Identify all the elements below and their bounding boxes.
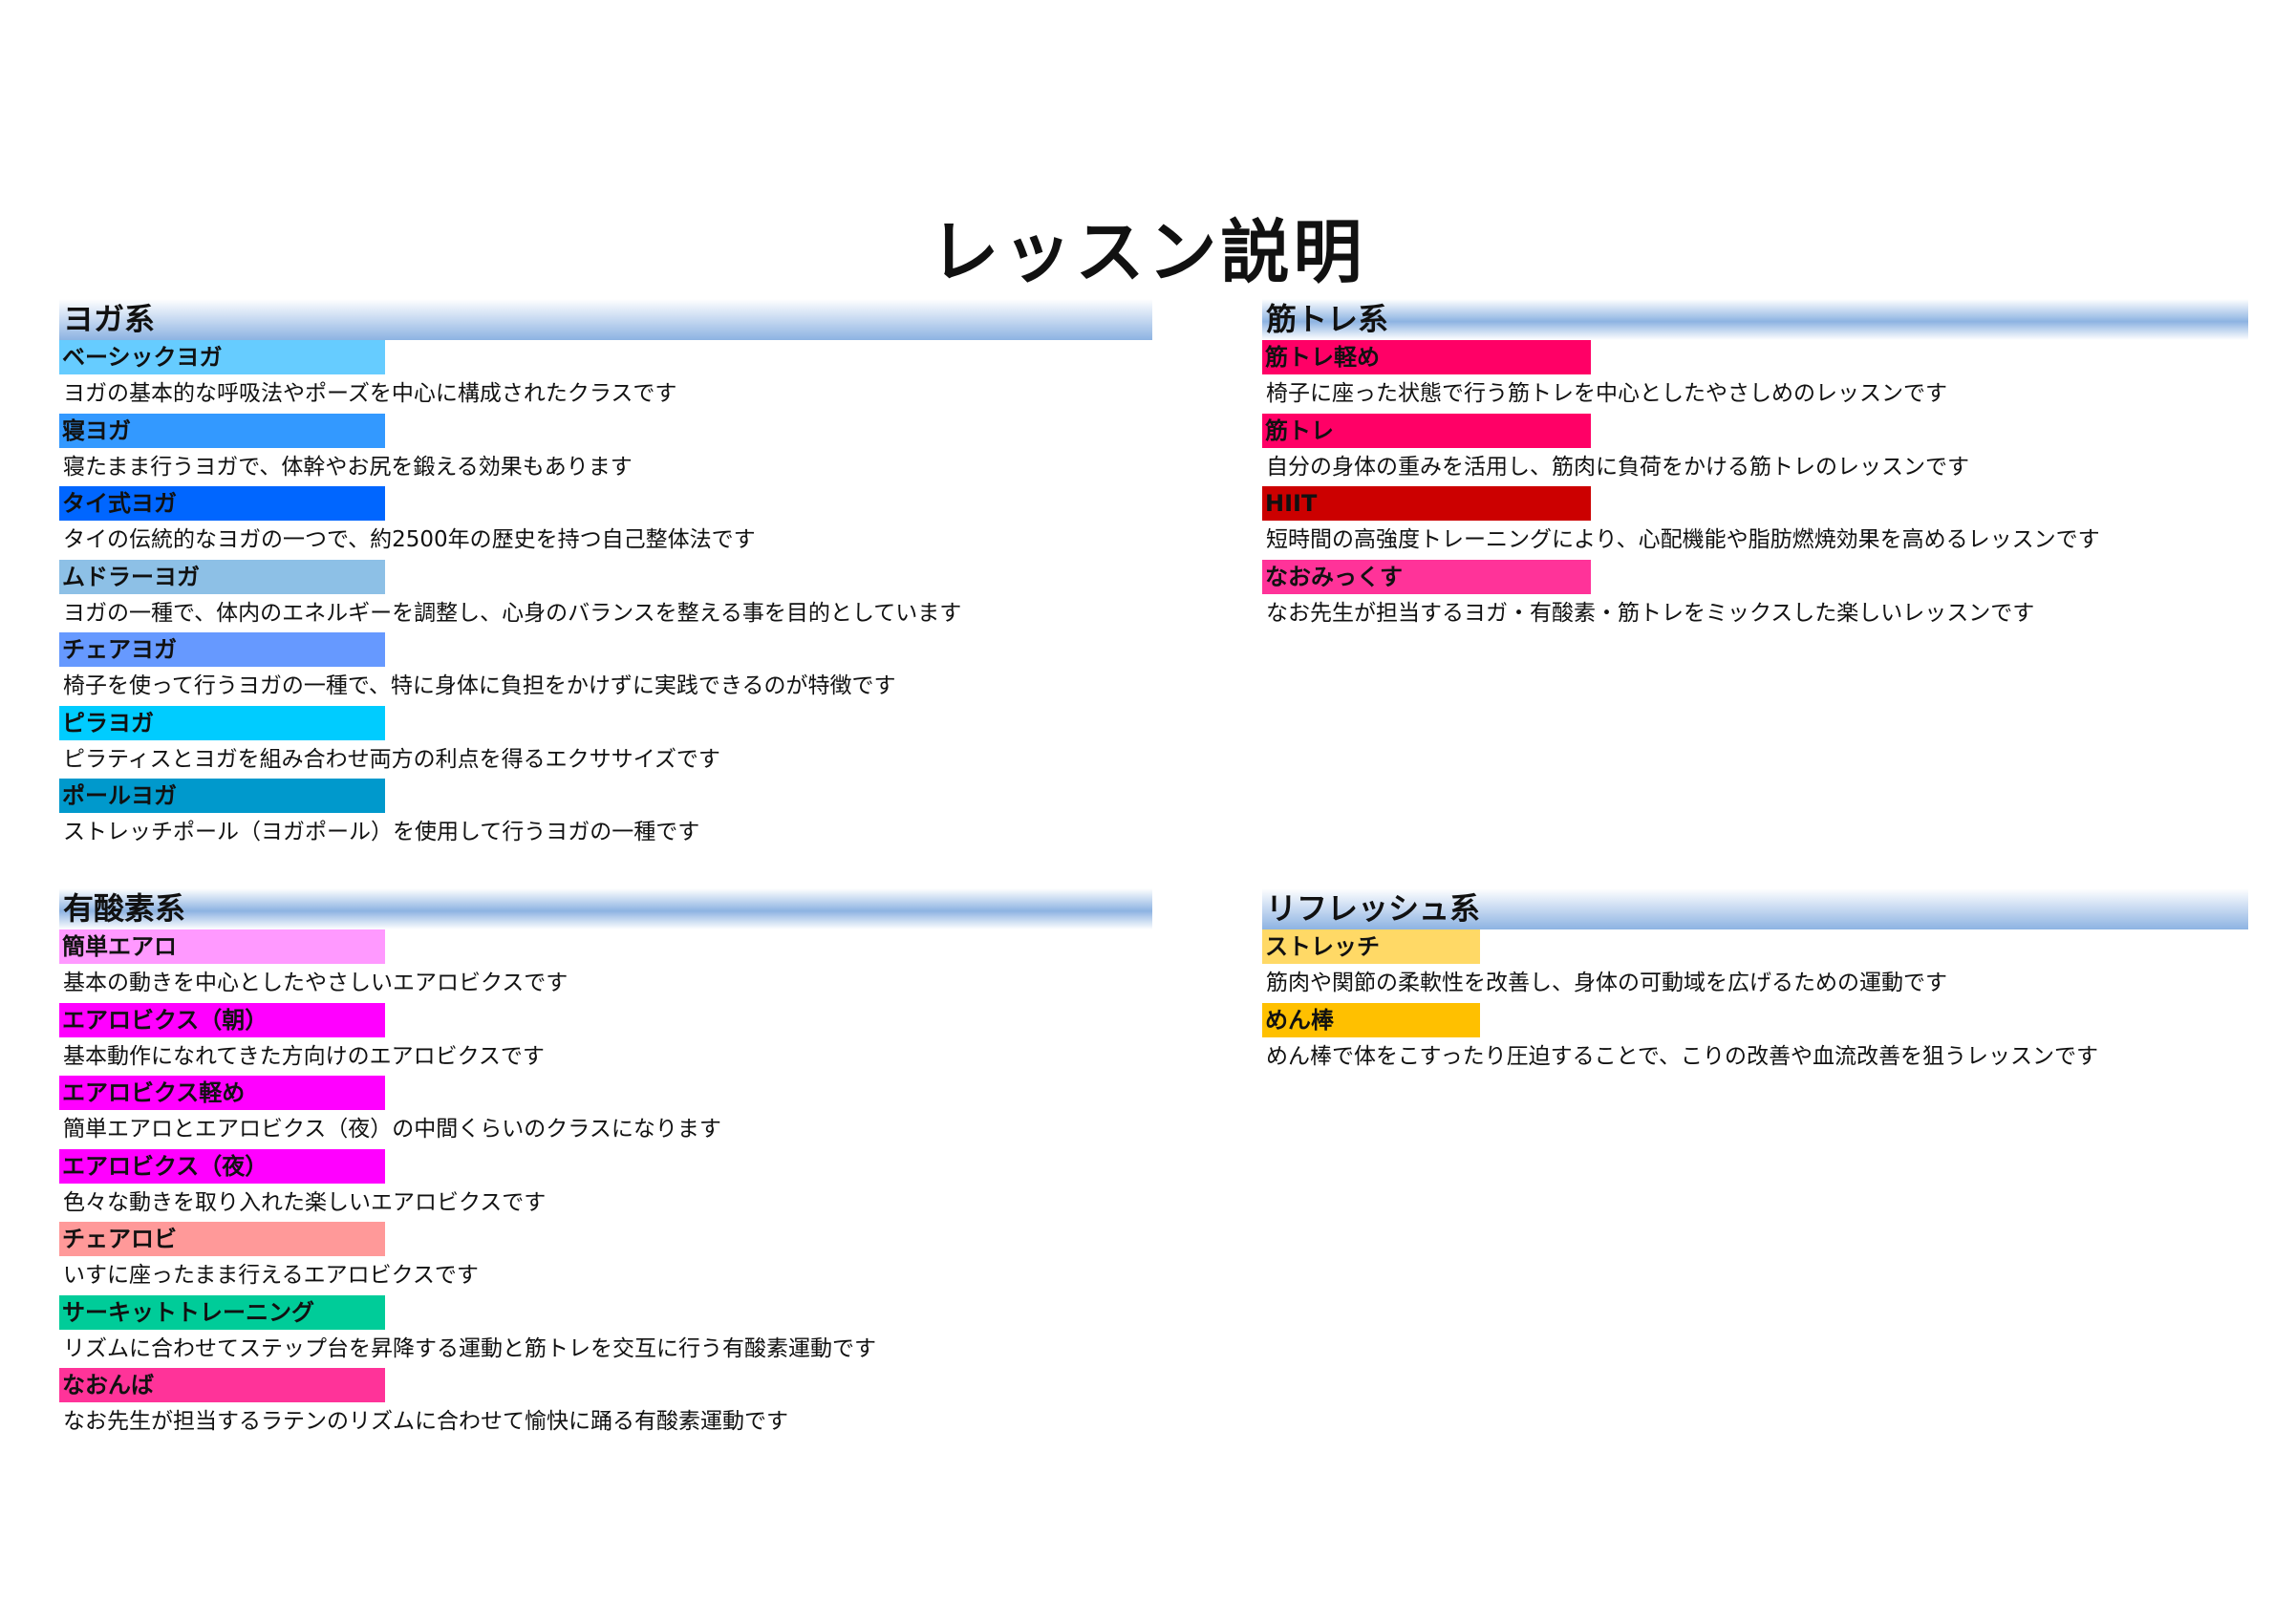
lesson-label: エアロビクス軽め bbox=[59, 1076, 385, 1110]
lesson-item: ピラヨガ ピラティスとヨガを組み合わせ両方の利点を得るエクササイズです bbox=[59, 705, 1152, 779]
lesson-description: 基本動作になれてきた方向けのエアロビクスです bbox=[63, 1043, 545, 1069]
lesson-description: 椅子に座った状態で行う筋トレを中心としたやさしめのレッスンです bbox=[1266, 381, 1947, 406]
lesson-description: リズムに合わせてステップ台を昇降する運動と筋トレを交互に行う有酸素運動です bbox=[63, 1335, 876, 1361]
lesson-label: チェアロビ bbox=[59, 1222, 385, 1256]
section-aerobic: 有酸素系 簡単エアロ 基本の動きを中心としたやさしいエアロビクスです エアロビク… bbox=[59, 888, 1152, 1441]
section-header: リフレッシュ系 bbox=[1262, 888, 2248, 929]
lesson-label: ポールヨガ bbox=[59, 779, 385, 813]
lesson-item: ベーシックヨガ ヨガの基本的な呼吸法やポーズを中心に構成されたクラスです bbox=[59, 340, 1152, 414]
lesson-label: タイ式ヨガ bbox=[59, 486, 385, 521]
lesson-item: なおんば なお先生が担当するラテンのリズムに合わせて愉快に踊る有酸素運動です bbox=[59, 1368, 1152, 1441]
lesson-description: 色々な動きを取り入れた楽しいエアロビクスです bbox=[63, 1189, 547, 1215]
section-muscle: 筋トレ系 筋トレ軽め 椅子に座った状態で行う筋トレを中心としたやさしめのレッスン… bbox=[1262, 299, 2248, 632]
lesson-description: 基本の動きを中心としたやさしいエアロビクスです bbox=[63, 971, 569, 995]
lesson-item: 簡単エアロ 基本の動きを中心としたやさしいエアロビクスです bbox=[59, 929, 1152, 1003]
lesson-item: 筋トレ軽め 椅子に座った状態で行う筋トレを中心としたやさしめのレッスンです bbox=[1262, 340, 2248, 414]
lesson-label: なおんば bbox=[59, 1368, 385, 1402]
lesson-label: サーキットトレーニング bbox=[59, 1294, 385, 1330]
lesson-item: サーキットトレーニング リズムに合わせてステップ台を昇降する運動と筋トレを交互に… bbox=[59, 1294, 1152, 1369]
lesson-label: ストレッチ bbox=[1262, 929, 1480, 964]
lesson-item: 筋トレ 自分の身体の重みを活用し、筋肉に負荷をかける筋トレのレッスンです bbox=[1262, 413, 2248, 487]
lesson-description: ピラティスとヨガを組み合わせ両方の利点を得るエクササイズです bbox=[63, 746, 720, 772]
lesson-item: エアロビクス軽め 簡単エアロとエアロビクス（夜）の中間くらいのクラスになります bbox=[59, 1076, 1152, 1149]
lesson-description: ヨガの一種で、体内のエネルギーを調整し、心身のバランスを整える事を目的としていま… bbox=[63, 600, 962, 626]
section-header: 有酸素系 bbox=[59, 888, 1152, 929]
section-yoga: ヨガ系 ベーシックヨガ ヨガの基本的な呼吸法やポーズを中心に構成されたクラスです… bbox=[59, 299, 1152, 852]
lesson-description: 筋肉や関節の柔軟性を改善し、身体の可動域を広げるための運動です bbox=[1266, 971, 1947, 995]
lesson-label: HIIT bbox=[1262, 486, 1591, 521]
section-header: ヨガ系 bbox=[59, 299, 1152, 340]
lesson-item: エアロビクス（夜） 色々な動きを取り入れた楽しいエアロビクスです bbox=[59, 1148, 1152, 1223]
lesson-description: 椅子を使って行うヨガの一種で、特に身体に負担をかけずに実践できるのが特徴です bbox=[63, 673, 896, 698]
lesson-item: なおみっくす なお先生が担当するヨガ・有酸素・筋トレをミックスした楽しいレッスン… bbox=[1262, 559, 2248, 633]
lesson-label: エアロビクス（夜） bbox=[59, 1148, 385, 1184]
lesson-label: ベーシックヨガ bbox=[59, 340, 385, 374]
lesson-label: 筋トレ軽め bbox=[1262, 340, 1591, 374]
lesson-item: チェアロビ いすに座ったまま行えるエアロビクスです bbox=[59, 1222, 1152, 1295]
lesson-description: 簡単エアロとエアロビクス（夜）の中間くらいのクラスになります bbox=[63, 1117, 721, 1142]
lesson-item: ムドラーヨガ ヨガの一種で、体内のエネルギーを調整し、心身のバランスを整える事を… bbox=[59, 559, 1152, 633]
lesson-description: タイの伝統的なヨガの一つで、約2500年の歴史を持つ自己整体法です bbox=[63, 527, 756, 552]
lesson-description: 自分の身体の重みを活用し、筋肉に負荷をかける筋トレのレッスンです bbox=[1266, 454, 1969, 480]
lesson-label: エアロビクス（朝） bbox=[59, 1002, 385, 1037]
lesson-item: タイ式ヨガ タイの伝統的なヨガの一つで、約2500年の歴史を持つ自己整体法です bbox=[59, 486, 1152, 560]
lesson-item: エアロビクス（朝） 基本動作になれてきた方向けのエアロビクスです bbox=[59, 1002, 1152, 1077]
lesson-description: いすに座ったまま行えるエアロビクスです bbox=[63, 1263, 479, 1288]
lesson-description: ヨガの基本的な呼吸法やポーズを中心に構成されたクラスです bbox=[63, 381, 677, 406]
lesson-label: めん棒 bbox=[1262, 1002, 1480, 1037]
lesson-item: めん棒 めん棒で体をこすったり圧迫することで、こりの改善や血流改善を狙うレッスン… bbox=[1262, 1002, 2248, 1077]
lesson-label: ピラヨガ bbox=[59, 705, 385, 740]
lesson-label: なおみっくす bbox=[1262, 559, 1591, 594]
lesson-label: 簡単エアロ bbox=[59, 929, 385, 964]
lesson-label: 寝ヨガ bbox=[59, 413, 385, 448]
lesson-item: HIIT 短時間の高強度トレーニングにより、心配機能や脂肪燃焼効果を高めるレッス… bbox=[1262, 486, 2248, 560]
page-title: レッスン説明 bbox=[930, 212, 1366, 292]
lesson-item: ストレッチ 筋肉や関節の柔軟性を改善し、身体の可動域を広げるための運動です bbox=[1262, 929, 2248, 1003]
lesson-label: 筋トレ bbox=[1262, 413, 1591, 448]
lesson-label: ムドラーヨガ bbox=[59, 559, 385, 594]
lesson-description: なお先生が担当するラテンのリズムに合わせて愉快に踊る有酸素運動です bbox=[63, 1409, 788, 1434]
lesson-description: 短時間の高強度トレーニングにより、心配機能や脂肪燃焼効果を高めるレッスンです bbox=[1266, 527, 2100, 552]
lesson-item: 寝ヨガ 寝たまま行うヨガで、体幹やお尻を鍛える効果もあります bbox=[59, 413, 1152, 487]
lesson-item: ポールヨガ ストレッチポール（ヨガポール）を使用して行うヨガの一種です bbox=[59, 779, 1152, 852]
section-header: 筋トレ系 bbox=[1262, 299, 2248, 340]
section-refresh: リフレッシュ系 ストレッチ 筋肉や関節の柔軟性を改善し、身体の可動域を広げるため… bbox=[1262, 888, 2248, 1076]
lesson-description: ストレッチポール（ヨガポール）を使用して行うヨガの一種です bbox=[63, 820, 700, 844]
lesson-description: 寝たまま行うヨガで、体幹やお尻を鍛える効果もあります bbox=[63, 454, 633, 480]
lesson-description: めん棒で体をこすったり圧迫することで、こりの改善や血流改善を狙うレッスンです bbox=[1266, 1043, 2099, 1069]
lesson-description: なお先生が担当するヨガ・有酸素・筋トレをミックスした楽しいレッスンです bbox=[1266, 600, 2035, 626]
lesson-item: チェアヨガ 椅子を使って行うヨガの一種で、特に身体に負担をかけずに実践できるのが… bbox=[59, 632, 1152, 706]
lesson-label: チェアヨガ bbox=[59, 632, 385, 667]
